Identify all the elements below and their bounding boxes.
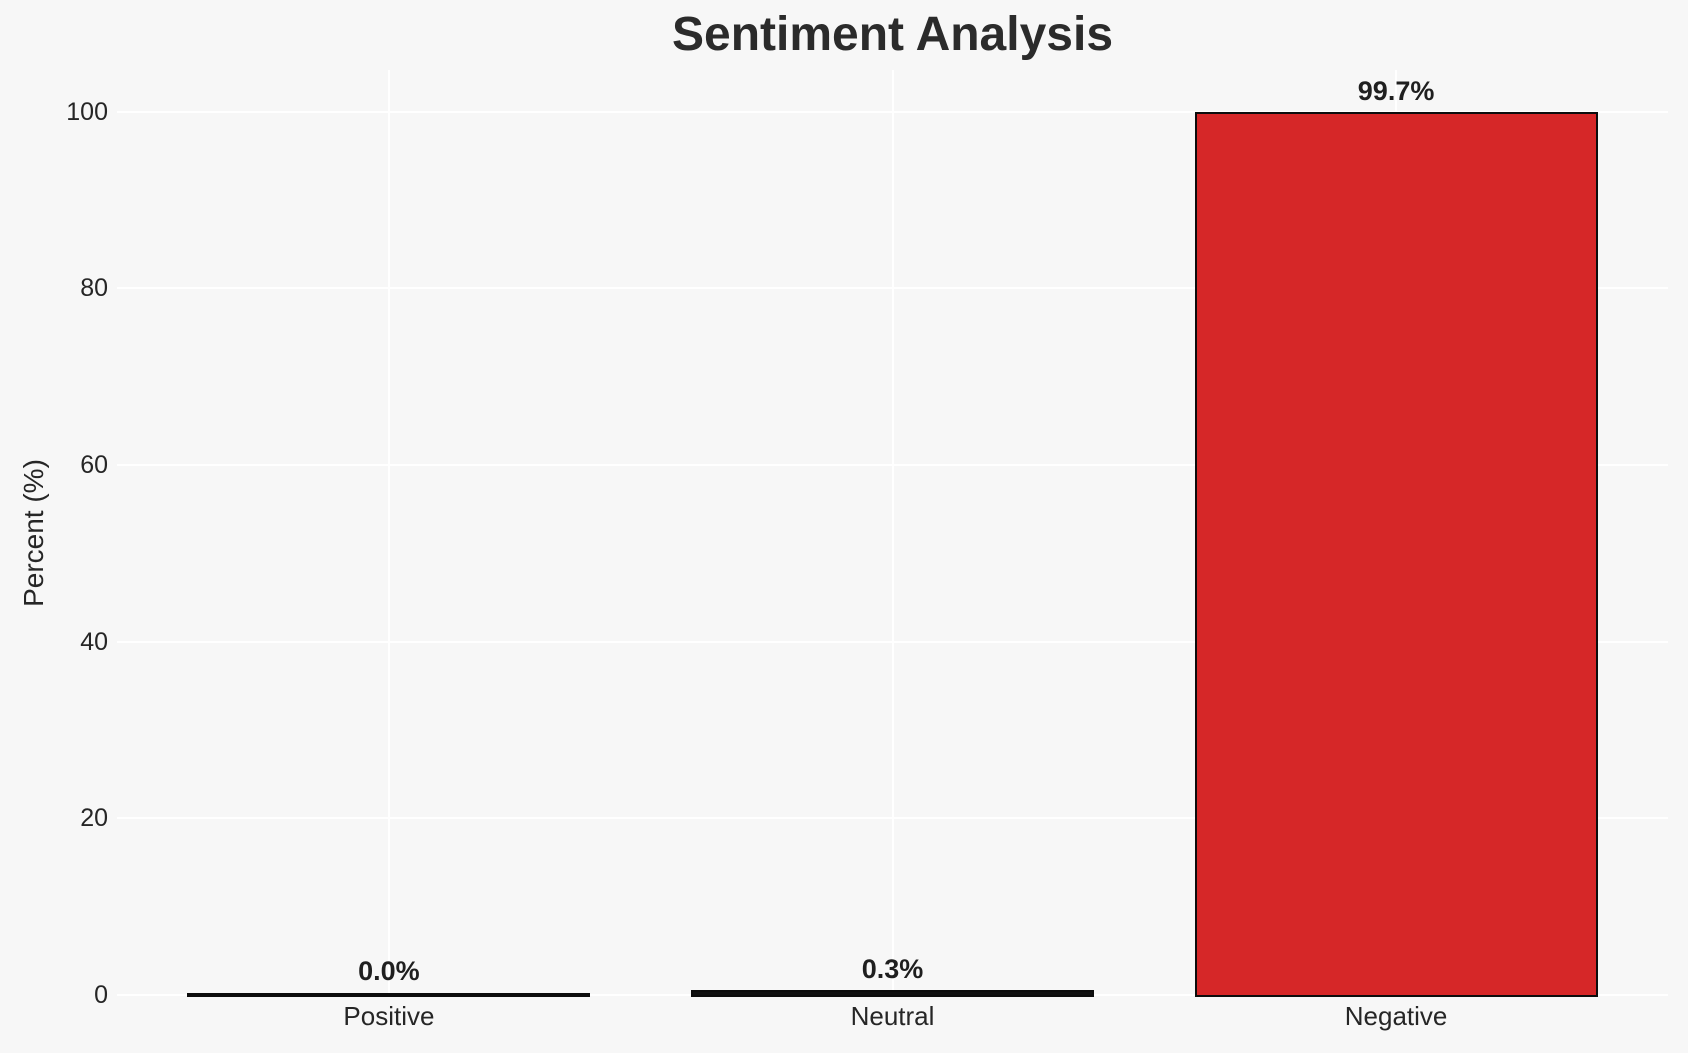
y-tick-label-20: 20 [80,804,108,833]
value-label-negative: 99.7% [1357,75,1435,106]
y-tick-label-60: 60 [80,450,108,479]
gridline-x-neutral [891,70,894,995]
plot-area: 0.0% Positive 0.3% Neutral 99.7% Negative [117,70,1668,1030]
x-tick-label-positive: Positive [343,1001,435,1031]
y-tick-label-100: 100 [66,97,108,126]
bar-positive [187,993,591,997]
value-label-positive: 0.0% [358,956,420,987]
bar-neutral [691,990,1094,997]
x-tick-label-negative: Negative [1344,1001,1448,1031]
y-axis-label: Percent (%) [18,459,49,607]
bar-negative [1194,112,1598,997]
y-tick-label-40: 40 [80,627,108,656]
x-tick-label-neutral: Neutral [850,1001,935,1031]
chart-title: Sentiment Analysis [671,8,1114,61]
gridline-x-positive [387,70,390,995]
value-label-neutral: 0.3% [861,953,924,984]
y-tick-label-0: 0 [94,981,108,1009]
y-tick-label-80: 80 [80,274,108,303]
